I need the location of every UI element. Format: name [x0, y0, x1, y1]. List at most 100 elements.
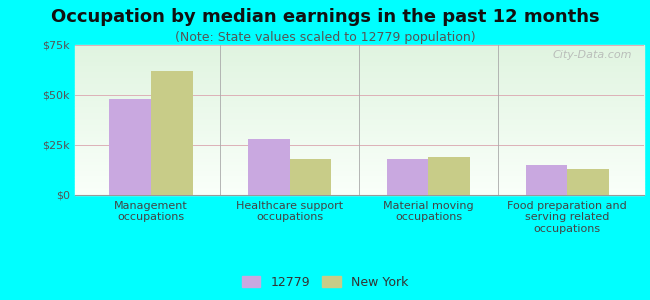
Bar [75, 57, 644, 58]
Bar [75, 144, 644, 146]
Bar [75, 106, 644, 108]
Bar [75, 183, 644, 184]
Bar [75, 140, 644, 141]
Bar [151, 71, 192, 195]
Bar [387, 159, 428, 195]
Bar [75, 122, 644, 123]
Bar [75, 150, 644, 152]
Bar [75, 78, 644, 80]
Bar [75, 74, 644, 75]
Bar [75, 168, 644, 170]
Bar [75, 82, 644, 84]
Legend: 12779, New York: 12779, New York [237, 271, 413, 294]
Text: Occupation by median earnings in the past 12 months: Occupation by median earnings in the pas… [51, 8, 599, 26]
Bar [75, 138, 644, 140]
Bar [75, 174, 644, 176]
Bar [75, 148, 644, 150]
Bar [75, 114, 644, 116]
Bar [109, 99, 151, 195]
Bar [75, 177, 644, 178]
Bar [75, 92, 644, 93]
Bar [75, 72, 644, 74]
Bar [75, 80, 644, 81]
Bar [428, 157, 470, 195]
Bar [75, 99, 644, 100]
Bar [75, 64, 644, 66]
Bar [75, 124, 644, 126]
Bar [75, 48, 644, 50]
Bar [75, 190, 644, 192]
Bar [75, 87, 644, 88]
Bar [75, 111, 644, 112]
Bar [75, 102, 644, 104]
Bar [75, 81, 644, 82]
Bar [75, 60, 644, 61]
Bar [75, 52, 644, 54]
Bar [75, 147, 644, 148]
Bar [75, 182, 644, 183]
Bar [75, 167, 644, 168]
Bar [75, 159, 644, 160]
Bar [75, 75, 644, 76]
Bar [75, 85, 644, 87]
Bar [75, 118, 644, 120]
Bar [75, 88, 644, 90]
Bar [75, 171, 644, 172]
Text: City-Data.com: City-Data.com [552, 50, 632, 59]
Bar [75, 45, 644, 46]
Bar [75, 116, 644, 117]
Bar [75, 123, 644, 124]
Bar [75, 176, 644, 177]
Bar [75, 108, 644, 110]
Bar [75, 158, 644, 159]
Bar [75, 160, 644, 162]
Bar [75, 120, 644, 122]
Bar [75, 136, 644, 138]
Bar [75, 180, 644, 182]
Text: (Note: State values scaled to 12779 population): (Note: State values scaled to 12779 popu… [175, 32, 475, 44]
Bar [75, 51, 644, 52]
Bar [75, 146, 644, 147]
Bar [75, 61, 644, 63]
Bar [75, 68, 644, 69]
Bar [526, 165, 567, 195]
Bar [75, 194, 644, 195]
Bar [75, 93, 644, 94]
Bar [75, 128, 644, 129]
Bar [75, 103, 644, 105]
Bar [75, 84, 644, 86]
Bar [75, 130, 644, 132]
Bar [75, 141, 644, 142]
Bar [75, 76, 644, 78]
Bar [75, 46, 644, 48]
Bar [75, 63, 644, 64]
Bar [75, 58, 644, 60]
Bar [75, 172, 644, 174]
Bar [75, 90, 644, 92]
Bar [75, 165, 644, 166]
Bar [75, 142, 644, 144]
Bar [75, 96, 644, 98]
Bar [75, 156, 644, 158]
Bar [248, 139, 290, 195]
Bar [75, 189, 644, 190]
Bar [290, 159, 332, 195]
Bar [75, 110, 644, 111]
Bar [75, 132, 644, 134]
Bar [75, 98, 644, 99]
Bar [75, 126, 644, 128]
Bar [75, 50, 644, 51]
Bar [75, 192, 644, 194]
Bar [75, 154, 644, 156]
Bar [75, 188, 644, 189]
Bar [75, 135, 644, 136]
Bar [75, 112, 644, 114]
Bar [75, 184, 644, 186]
Bar [75, 94, 644, 96]
Bar [75, 134, 644, 135]
Bar [75, 129, 644, 130]
Bar [75, 162, 644, 164]
Bar [75, 105, 644, 106]
Bar [75, 69, 644, 70]
Bar [567, 169, 609, 195]
